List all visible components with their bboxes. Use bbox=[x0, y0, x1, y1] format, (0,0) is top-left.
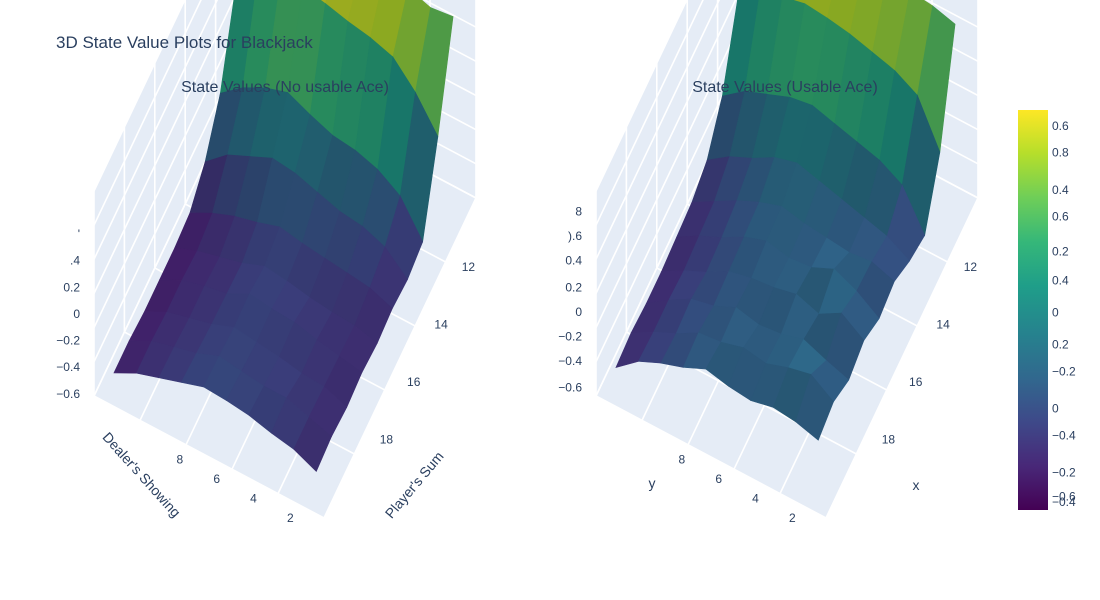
colorbar-tick-label: 0 bbox=[1052, 402, 1059, 416]
colorbar-tick-label: 0.4 bbox=[1052, 183, 1069, 197]
z-tick-label: −0.4 bbox=[558, 354, 582, 368]
y-tick-label: 6 bbox=[213, 472, 220, 486]
grid-line-z bbox=[93, 0, 186, 192]
x-tick-label: 12 bbox=[462, 260, 476, 274]
y-tick-label: 8 bbox=[679, 453, 686, 467]
value-surface[interactable] bbox=[113, 0, 454, 473]
colorbar-tick-label: 0.2 bbox=[1052, 244, 1069, 258]
colorbar-tick-label: 0 bbox=[1052, 306, 1059, 320]
figure-title: 3D State Value Plots for Blackjack bbox=[56, 33, 313, 52]
colorbar-tick-label: −0.4 bbox=[1052, 495, 1076, 509]
x-tick-label: 14 bbox=[434, 318, 448, 332]
z-tick-label: −0.6 bbox=[558, 381, 582, 395]
axis-ticks: 2 4 6 8 12 14 16 18 −0.6 −0.4 −0.2 0 0.2 .4 ' bbox=[56, 227, 475, 525]
x-tick-label: 16 bbox=[407, 375, 421, 389]
grid-line-z bbox=[595, 0, 688, 192]
z-tick-label: 8 bbox=[575, 204, 582, 218]
grid-line-z bbox=[595, 0, 979, 226]
scene-usable-ace[interactable]: 2 4 6 8 12 14 16 18 −0.6 −0.4 −0.2 0 0.2 0.4 ).6 8 y x bbox=[558, 0, 979, 525]
z-tick-label: −0.4 bbox=[56, 360, 80, 374]
subplot-title-no-usable-ace: State Values (No usable Ace) bbox=[181, 79, 389, 96]
colorbar-tick-label: −0.6 bbox=[1052, 490, 1076, 504]
colorbar-tick-label: 0.2 bbox=[1052, 338, 1069, 352]
x-tick-label: 18 bbox=[882, 433, 896, 447]
back-wall-yz bbox=[596, 0, 748, 396]
y-tick-label: 4 bbox=[752, 492, 759, 506]
z-tick-label: 0.4 bbox=[565, 254, 582, 268]
x-tick-label: 16 bbox=[909, 375, 923, 389]
surface-cell[interactable] bbox=[795, 373, 834, 441]
colorbar-gradient bbox=[1018, 110, 1048, 510]
y-tick-label: 4 bbox=[250, 492, 257, 506]
subplot-title-usable-ace: State Values (Usable Ace) bbox=[692, 79, 878, 96]
surface-cell[interactable] bbox=[293, 416, 332, 473]
y-axis-title: y bbox=[649, 475, 656, 491]
x-axis-title: x bbox=[913, 477, 920, 493]
y-tick-label: 2 bbox=[789, 511, 796, 525]
colorbar-tick-label: 0.6 bbox=[1052, 210, 1069, 224]
y-tick-label: 6 bbox=[715, 472, 722, 486]
value-surface[interactable] bbox=[615, 0, 956, 441]
colorbar: 0.60.40.20−0.2−0.4−0.60.80.60.40.20−0.2−… bbox=[1018, 110, 1076, 510]
y-tick-label: 8 bbox=[177, 453, 184, 467]
z-tick-label: ' bbox=[78, 227, 80, 241]
z-tick-label: 0 bbox=[575, 305, 582, 319]
z-tick-label: 0.2 bbox=[565, 280, 582, 294]
x-tick-label: 12 bbox=[964, 260, 978, 274]
x-tick-label: 14 bbox=[936, 318, 950, 332]
colorbar-tick-label: −0.4 bbox=[1052, 428, 1076, 442]
colorbar-tick-label: −0.2 bbox=[1052, 466, 1076, 480]
z-tick-label: 0.2 bbox=[63, 280, 80, 294]
colorbar-tick-label: 0.4 bbox=[1052, 274, 1069, 288]
z-tick-label: −0.6 bbox=[56, 387, 80, 401]
x-tick-label: 18 bbox=[380, 433, 394, 447]
colorbar-tick-label: 0.6 bbox=[1052, 119, 1069, 133]
grid-line-z bbox=[93, 0, 477, 226]
grid-line-y bbox=[825, 0, 979, 519]
colorbar-tick-label: −0.2 bbox=[1052, 364, 1076, 378]
colorbar-tick-label: 0.8 bbox=[1052, 146, 1069, 160]
z-tick-label: 0 bbox=[73, 307, 80, 321]
y-axis-title: Dealer's Showing bbox=[99, 429, 184, 520]
z-tick-label: −0.2 bbox=[56, 334, 80, 348]
grid-line-y bbox=[323, 0, 477, 519]
axis-ticks: 2 4 6 8 12 14 16 18 −0.6 −0.4 −0.2 0 0.2 0.4 ).6 8 bbox=[558, 204, 977, 525]
z-tick-label: .4 bbox=[70, 254, 80, 268]
x-axis-title: Player's Sum bbox=[382, 448, 447, 521]
y-tick-label: 2 bbox=[287, 511, 294, 525]
z-tick-label: ).6 bbox=[568, 229, 582, 243]
z-tick-label: −0.2 bbox=[558, 329, 582, 343]
back-wall-yz bbox=[94, 0, 246, 396]
